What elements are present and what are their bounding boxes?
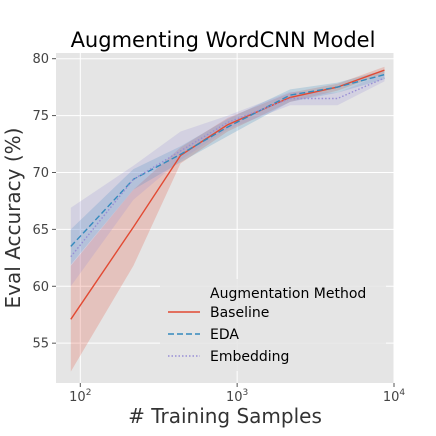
legend-label-eda: EDA <box>210 327 239 343</box>
x-axis-label: # Training Samples <box>128 404 322 428</box>
y-tick-label: 80 <box>32 52 49 67</box>
line-eda <box>70 73 385 247</box>
y-tick-label: 70 <box>32 166 49 181</box>
legend: Augmentation Method Baseline EDA Embedding <box>160 279 386 371</box>
y-tick-label: 60 <box>32 280 49 295</box>
y-tick-labels: 55 60 65 70 75 80 <box>32 52 56 352</box>
chart-title: Augmenting WordCNN Model <box>71 28 376 52</box>
x-tick-label: 102 <box>69 388 91 405</box>
y-tick-label: 65 <box>32 223 49 238</box>
x-tick-label: 104 <box>383 388 406 405</box>
y-tick-label: 75 <box>32 109 49 124</box>
x-tick-label: 103 <box>226 388 248 405</box>
legend-box <box>160 279 386 371</box>
series-lines <box>70 69 385 320</box>
legend-label-embedding: Embedding <box>210 349 289 365</box>
legend-title: Augmentation Method <box>210 286 366 302</box>
y-axis-label: Eval Accuracy (%) <box>1 128 25 309</box>
legend-label-baseline: Baseline <box>210 305 269 321</box>
y-tick-label: 55 <box>32 337 49 352</box>
x-tick-labels: 102 103 104 <box>69 383 405 405</box>
